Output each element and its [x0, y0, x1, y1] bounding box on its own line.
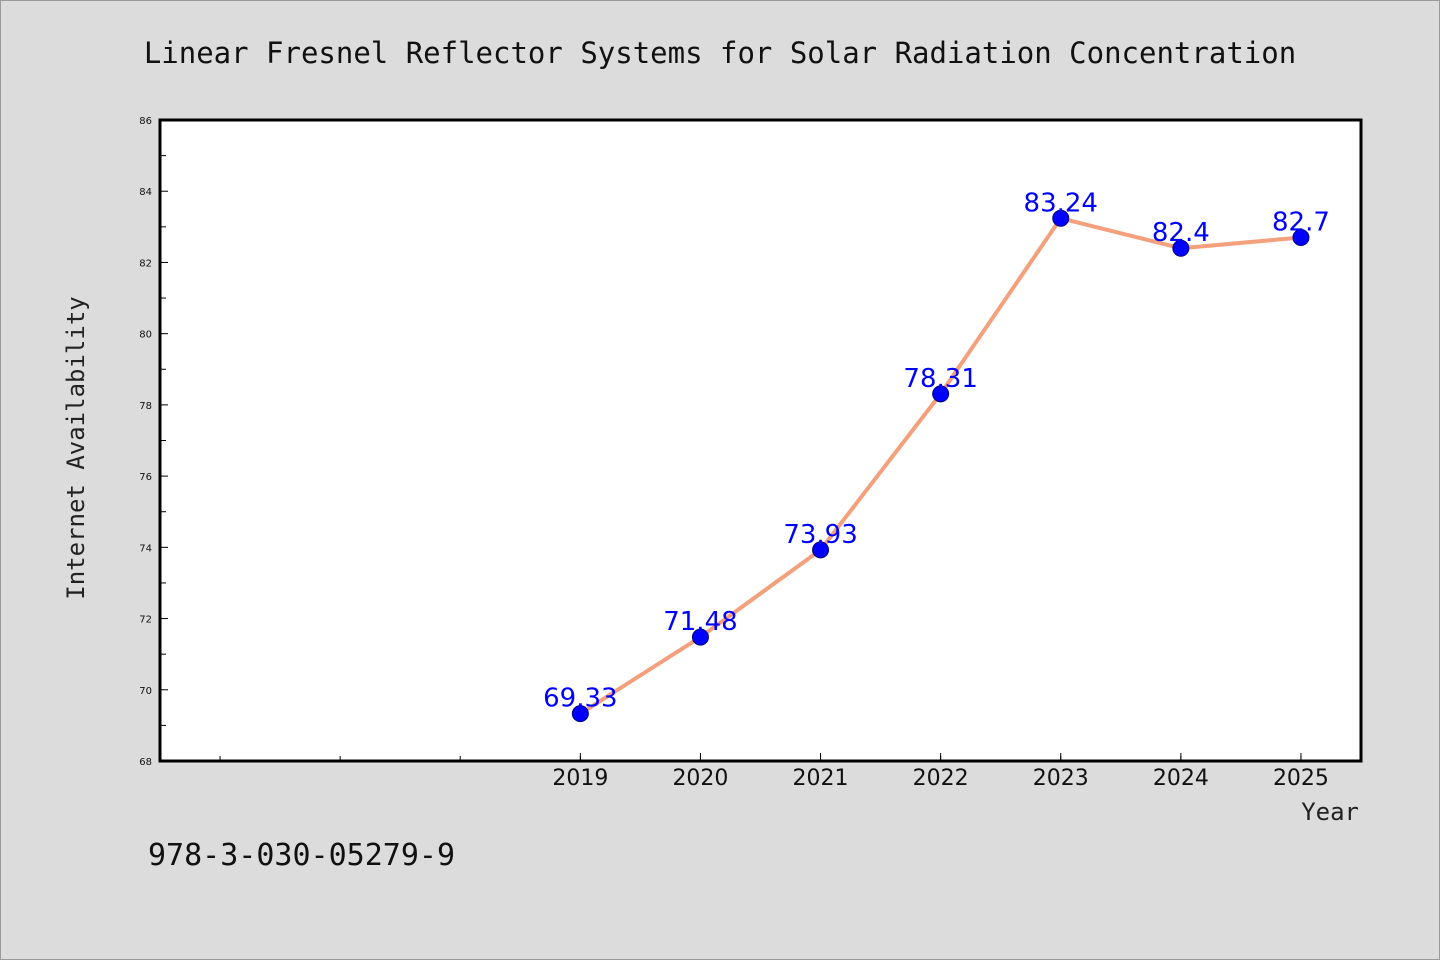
y-tick-label: 82: [139, 258, 152, 269]
y-tick-label: 68: [139, 757, 152, 768]
data-point: [932, 385, 950, 403]
y-tick-label: 86: [139, 116, 152, 127]
data-label: 69.33: [543, 684, 617, 714]
chart-title: Linear Fresnel Reflector Systems for Sol…: [144, 36, 1296, 70]
data-label: 82.7: [1272, 208, 1330, 238]
data-point: [1172, 239, 1190, 257]
data-label: 73.93: [783, 520, 857, 550]
y-tick-label: 74: [139, 543, 152, 554]
x-tick-label: 2025: [1273, 766, 1329, 791]
x-tick-label: 2024: [1153, 766, 1209, 791]
x-tick-label: 2021: [793, 766, 849, 791]
x-axis-ticks: 2019 2020 2021 2022 2023 2024 2025: [219, 753, 1329, 791]
series-line-group: 69.33 71.48 73.93 78.31 83.24 82.4 82.7: [543, 188, 1330, 723]
data-point: [1052, 209, 1070, 227]
y-tick-label: 76: [139, 472, 152, 483]
data-label: 82.4: [1152, 218, 1210, 248]
y-tick-label: 84: [139, 187, 152, 198]
data-point: [1292, 229, 1310, 247]
y-tick-label: 78: [139, 401, 152, 412]
data-label: 83.24: [1024, 188, 1098, 218]
x-tick-label: 2019: [552, 766, 608, 791]
plot-area: [160, 120, 1361, 761]
x-tick-label: 2022: [913, 766, 969, 791]
y-axis-label: Internet Availability: [62, 296, 90, 599]
x-axis-label: Year: [1301, 798, 1359, 826]
y-tick-label: 72: [139, 615, 152, 626]
x-tick-label: 2020: [672, 766, 728, 791]
data-label: 71.48: [663, 607, 737, 637]
plot-border: [158, 118, 1363, 763]
data-point: [691, 628, 709, 646]
data-point: [571, 705, 589, 723]
y-tick-label: 80: [139, 330, 152, 341]
isbn-code: 978-3-030-05279-9: [148, 838, 455, 873]
data-label: 78.31: [903, 364, 977, 394]
x-tick-label: 2023: [1033, 766, 1089, 791]
data-point: [812, 541, 830, 559]
y-tick-label: 70: [139, 686, 152, 697]
